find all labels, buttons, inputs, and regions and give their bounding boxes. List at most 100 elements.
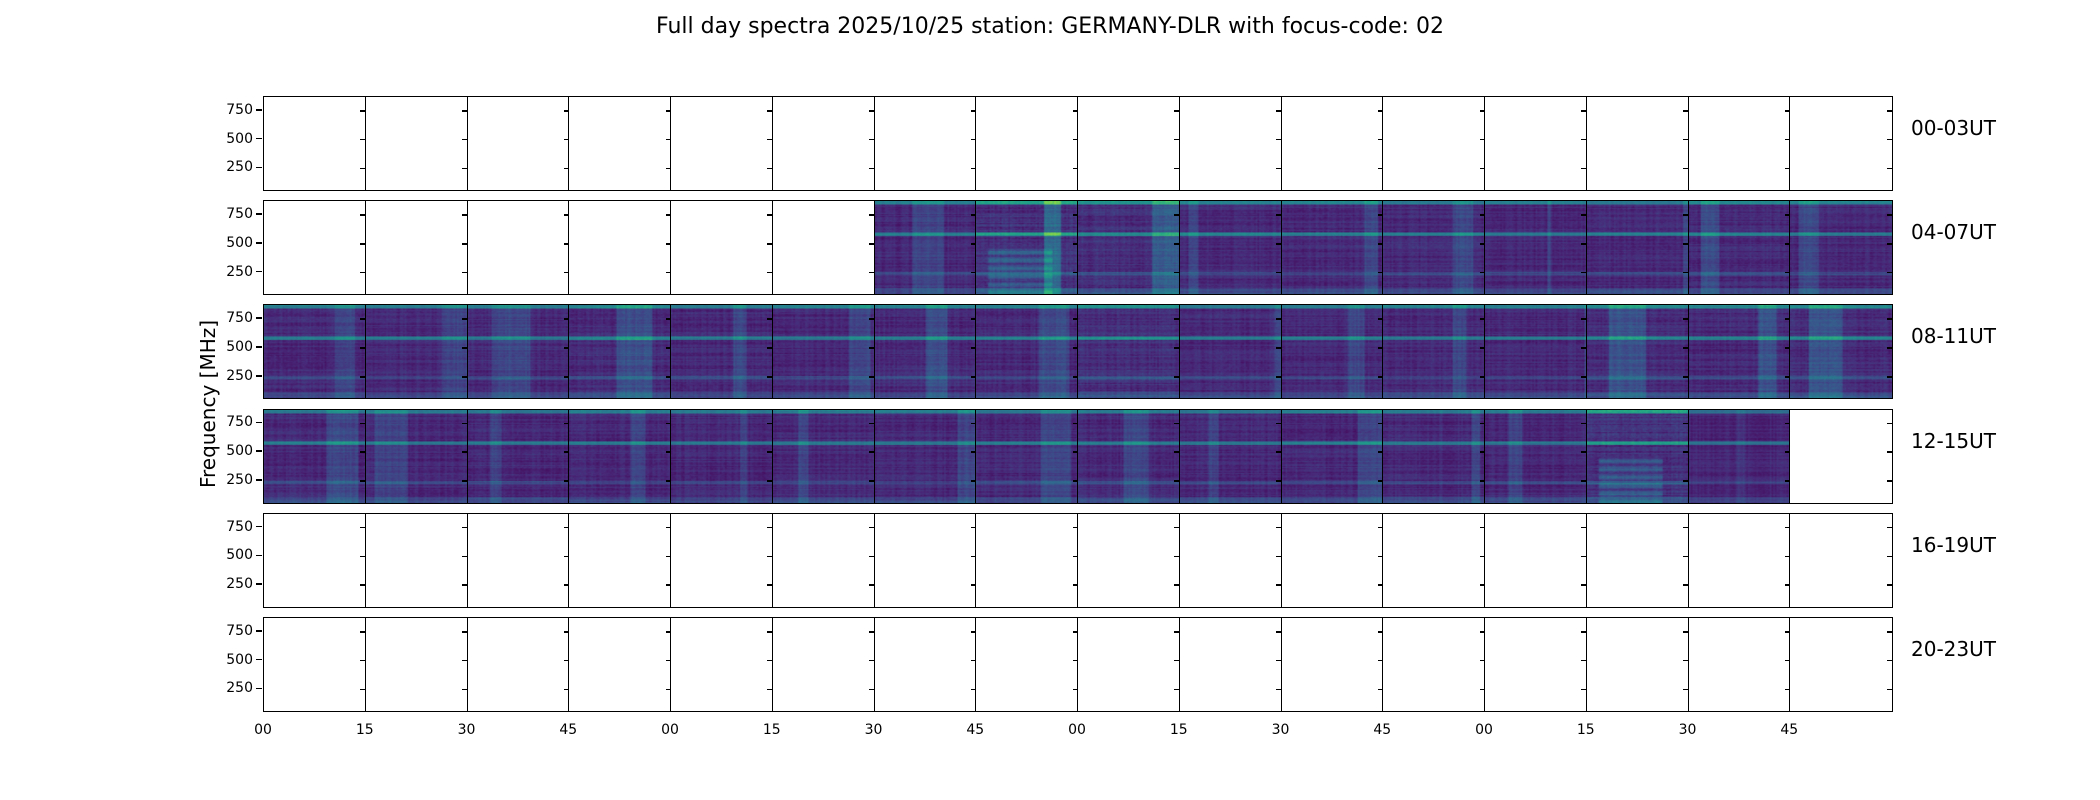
panel-tick xyxy=(1784,214,1790,216)
spectrum-panel xyxy=(1687,512,1791,608)
spectrum-panel xyxy=(1077,617,1181,712)
panel-tick xyxy=(970,214,976,216)
y-tick xyxy=(256,346,262,348)
panel-tick xyxy=(1276,631,1281,633)
spectrum-panel xyxy=(1077,512,1181,608)
y-tick-label: 250 xyxy=(226,367,253,384)
spectrum-panel xyxy=(1280,512,1384,608)
panel-tick xyxy=(360,422,366,425)
panel-tick xyxy=(1377,555,1383,558)
panel-tick xyxy=(1683,584,1688,586)
panel-tick xyxy=(462,243,467,245)
y-tick xyxy=(256,109,262,111)
spectrum-panel xyxy=(873,304,977,400)
spectrum-panel xyxy=(1178,617,1282,712)
panel-tick xyxy=(1784,138,1790,141)
panel-tick xyxy=(665,451,671,453)
spectrum-panel xyxy=(1077,304,1181,400)
spectrogram-heatmap xyxy=(365,409,467,503)
spectrogram-heatmap xyxy=(569,305,671,399)
panel-tick xyxy=(665,110,671,112)
spectrum-panel xyxy=(670,96,774,191)
panel-tick xyxy=(1886,584,1892,586)
panel-tick xyxy=(1377,584,1383,586)
panel-tick xyxy=(665,271,671,274)
panel-tick xyxy=(869,214,874,216)
panel-tick xyxy=(1581,451,1587,453)
panel-tick xyxy=(1886,167,1892,170)
panel-tick xyxy=(665,347,671,349)
panel-tick xyxy=(1276,555,1281,558)
spectrogram-heatmap xyxy=(976,305,1078,399)
panel-tick xyxy=(970,167,976,170)
panel-tick xyxy=(1072,347,1078,349)
panel-tick xyxy=(1072,584,1078,586)
spectrum-panel xyxy=(1585,304,1689,400)
panel-tick xyxy=(767,659,773,662)
spectrum-panel xyxy=(364,512,468,608)
panel-tick xyxy=(1174,526,1180,529)
spectrum-panel xyxy=(1280,96,1384,191)
panel-tick xyxy=(970,526,976,529)
panel-tick xyxy=(563,214,569,216)
panel-tick xyxy=(1886,214,1892,216)
spectra-row: 750 500 250 xyxy=(226,304,1893,400)
panel-tick xyxy=(1479,318,1485,320)
x-tick-label: 45 xyxy=(1373,722,1392,738)
spectrum-panel xyxy=(568,408,672,504)
spectrum-panel xyxy=(364,96,468,191)
y-tick-label: 500 xyxy=(226,443,253,460)
panel-tick xyxy=(360,318,366,320)
panel-tick xyxy=(1479,659,1485,662)
spectrogram-heatmap xyxy=(1179,409,1281,503)
spectra-row: 750 500 250 xyxy=(226,408,1893,504)
panel-tick xyxy=(1479,480,1485,482)
panel-tick xyxy=(1276,347,1281,349)
panel-tick xyxy=(665,631,671,633)
spectrogram-heatmap xyxy=(1790,201,1892,295)
y-tick-label: 750 xyxy=(226,518,253,535)
panel-tick xyxy=(462,214,467,216)
spectrum-panel xyxy=(1178,96,1282,191)
panel-tick xyxy=(360,214,366,216)
panel-tick xyxy=(665,526,671,529)
panel-tick xyxy=(1683,555,1688,558)
panel-tick xyxy=(869,631,874,633)
spectrum-panel xyxy=(873,96,977,191)
spectrogram-heatmap xyxy=(1078,409,1180,503)
spectrogram-heatmap xyxy=(264,409,366,503)
y-tick-label: 500 xyxy=(226,234,253,251)
panel-tick xyxy=(563,138,569,141)
y-tick-label: 250 xyxy=(226,471,253,488)
panel-tick xyxy=(1479,167,1485,170)
spectrum-panel xyxy=(975,96,1079,191)
row-time-label: 20-23UT xyxy=(1911,637,1996,661)
spectrum-panel xyxy=(364,200,468,296)
y-tick-label: 500 xyxy=(226,338,253,355)
panel-tick xyxy=(1683,167,1688,170)
panel-tick xyxy=(1276,451,1281,453)
spectrogram-heatmap xyxy=(1586,201,1688,295)
panel-tick xyxy=(1886,555,1892,558)
spectrum-panel xyxy=(1789,96,1893,191)
y-axis-label: Frequency [MHz] xyxy=(196,319,220,489)
panel-tick xyxy=(360,659,366,662)
panel-tick xyxy=(1174,688,1180,691)
panel-tick xyxy=(1072,555,1078,558)
spectrum-panel xyxy=(1687,408,1791,504)
panel-tick xyxy=(1072,271,1078,274)
panel-tick xyxy=(1784,451,1790,453)
panel-tick xyxy=(1377,347,1383,349)
panel-tick xyxy=(1377,659,1383,662)
panel-tick xyxy=(1377,451,1383,453)
spectrogram-heatmap xyxy=(671,409,773,503)
panel-tick xyxy=(1377,138,1383,141)
panel-tick xyxy=(1479,376,1485,378)
panel-tick xyxy=(1581,555,1587,558)
panel-tick xyxy=(462,110,467,112)
spectrum-panel xyxy=(670,408,774,504)
spectrum-panel xyxy=(1789,304,1893,400)
spectrum-panel xyxy=(771,200,875,296)
panel-tick xyxy=(970,110,976,112)
panel-tick xyxy=(1886,271,1892,274)
